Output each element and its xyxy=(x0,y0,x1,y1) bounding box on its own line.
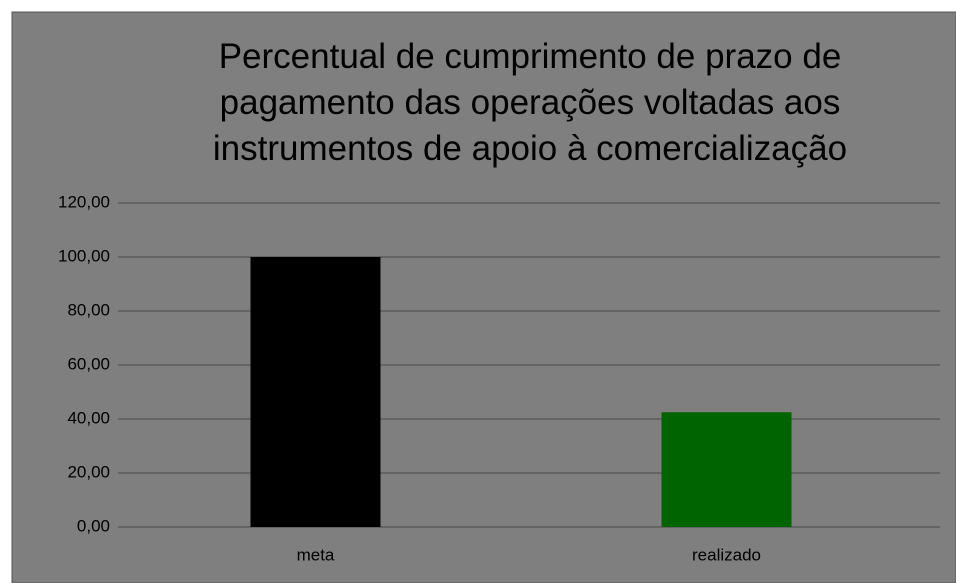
y-tick-label: 60,00 xyxy=(67,354,110,373)
x-tick-label: meta xyxy=(297,545,335,564)
bar xyxy=(661,412,792,527)
x-tick-label: realizado xyxy=(692,545,761,564)
bar xyxy=(250,257,381,527)
y-tick-label: 40,00 xyxy=(67,408,110,427)
y-tick-label: 0,00 xyxy=(77,516,110,535)
y-tick-label: 120,00 xyxy=(58,192,110,211)
chart-background xyxy=(11,11,956,583)
y-tick-label: 100,00 xyxy=(58,246,110,265)
y-tick-label: 20,00 xyxy=(67,462,110,481)
chart-title: Percentual de cumprimento de prazo de pa… xyxy=(212,37,848,168)
y-tick-label: 80,00 xyxy=(67,300,110,319)
